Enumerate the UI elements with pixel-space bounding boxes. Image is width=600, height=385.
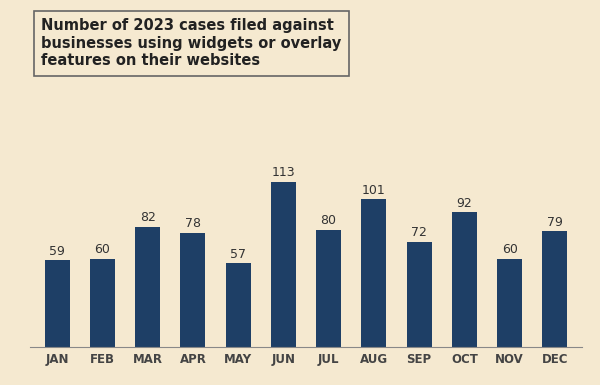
Bar bbox=[497, 259, 522, 346]
Bar bbox=[45, 261, 70, 346]
Bar bbox=[271, 182, 296, 346]
Bar bbox=[226, 263, 251, 346]
Text: 92: 92 bbox=[457, 197, 472, 210]
Text: 101: 101 bbox=[362, 184, 386, 197]
Text: 80: 80 bbox=[320, 214, 337, 227]
Bar bbox=[181, 233, 205, 346]
Text: 59: 59 bbox=[49, 245, 65, 258]
Bar bbox=[542, 231, 567, 346]
Text: 78: 78 bbox=[185, 217, 201, 230]
Text: 60: 60 bbox=[94, 243, 110, 256]
Bar bbox=[452, 213, 477, 346]
Text: Number of 2023 cases filed against
businesses using widgets or overlay
features : Number of 2023 cases filed against busin… bbox=[41, 18, 341, 68]
Bar bbox=[316, 230, 341, 346]
Text: 57: 57 bbox=[230, 248, 246, 261]
Bar bbox=[135, 227, 160, 346]
Bar bbox=[90, 259, 115, 346]
Text: 113: 113 bbox=[272, 166, 295, 179]
Text: 72: 72 bbox=[411, 226, 427, 239]
Text: 82: 82 bbox=[140, 211, 155, 224]
Text: 79: 79 bbox=[547, 216, 563, 229]
Bar bbox=[361, 199, 386, 346]
Text: 60: 60 bbox=[502, 243, 518, 256]
Bar bbox=[407, 241, 431, 346]
